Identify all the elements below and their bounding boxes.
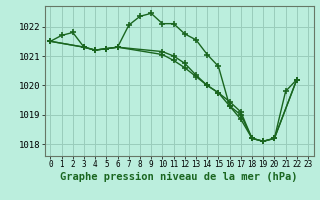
X-axis label: Graphe pression niveau de la mer (hPa): Graphe pression niveau de la mer (hPa): [60, 172, 298, 182]
